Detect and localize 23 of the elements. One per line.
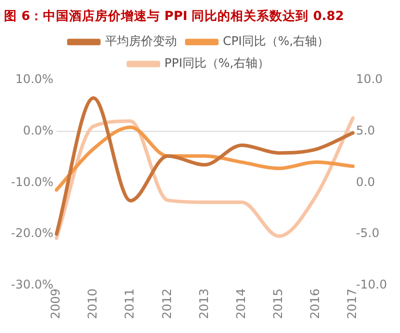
x-tick-label: 2015 — [270, 288, 285, 320]
x-tick-label: 2012 — [160, 288, 174, 320]
y-tick-label: -10.0% — [11, 174, 54, 189]
line-series — [54, 126, 355, 192]
line-series — [54, 96, 355, 236]
y2-tick-label: 0.0 — [356, 174, 376, 189]
y-tick-label: 0.0% — [22, 123, 54, 138]
x-tick-label: 2014 — [234, 288, 248, 320]
chart-title: 图 6：中国酒店房价增速与 PPI 同比的相关系数达到 0.82 — [3, 7, 345, 25]
legend-label: CPI同比（%,右轴） — [222, 34, 330, 48]
y2-tick-label: 10.0 — [356, 72, 383, 86]
y-tick-label: -20.0% — [11, 226, 54, 240]
x-tick-label: 2013 — [196, 288, 211, 320]
line-series — [54, 116, 355, 240]
x-tick-label: 2009 — [48, 288, 63, 320]
y-tick-label: 10.0% — [15, 72, 54, 86]
legend-label: PPI同比（%,右轴） — [164, 56, 270, 70]
legend-label: 平均房价变动 — [104, 34, 177, 48]
x-tick-label: 2011 — [122, 288, 137, 320]
y2-tick-label: -5.0 — [356, 226, 380, 240]
x-tick-label: 2016 — [308, 288, 322, 320]
x-tick-label: 2010 — [86, 288, 100, 320]
y2-tick-label: 5.0 — [356, 123, 376, 138]
